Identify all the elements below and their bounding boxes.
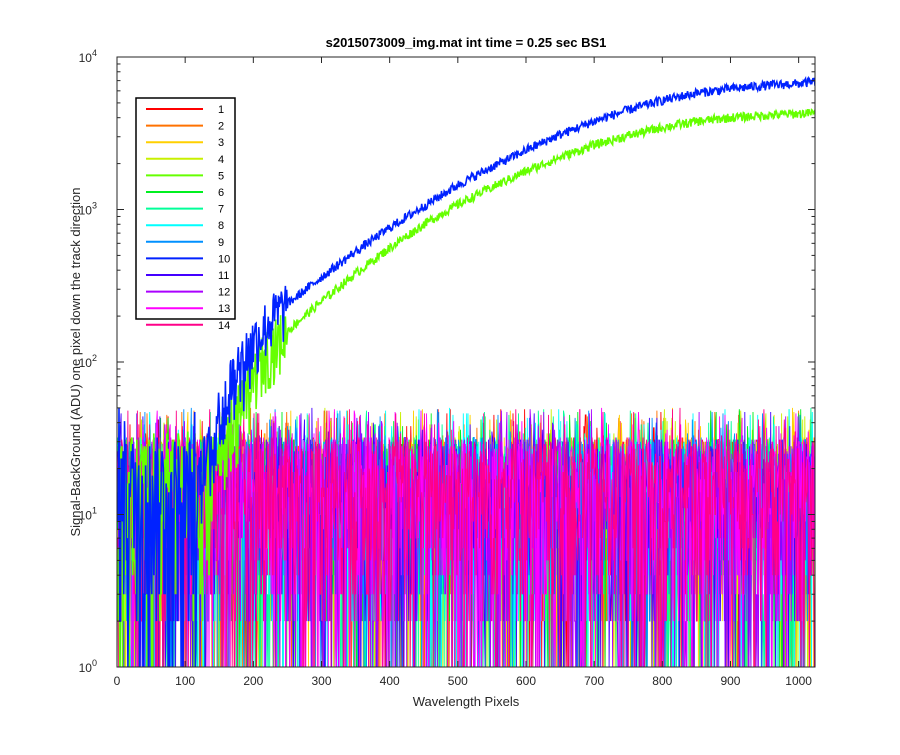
x-tick-label: 300 bbox=[311, 674, 331, 688]
x-tick-label: 700 bbox=[584, 674, 604, 688]
legend-label-2: 2 bbox=[218, 121, 224, 133]
legend-label-3: 3 bbox=[218, 137, 224, 149]
legend-label-9: 9 bbox=[218, 237, 224, 249]
legend-label-1: 1 bbox=[218, 104, 224, 116]
x-tick-label: 200 bbox=[243, 674, 263, 688]
x-tick-label: 0 bbox=[114, 674, 121, 688]
x-tick-label: 600 bbox=[516, 674, 536, 688]
legend-label-5: 5 bbox=[218, 170, 224, 182]
legend-label-14: 14 bbox=[218, 320, 230, 332]
legend-label-11: 11 bbox=[218, 270, 229, 282]
signal-series-layer bbox=[117, 75, 815, 667]
chart-title: s2015073009_img.mat int time = 0.25 sec … bbox=[326, 35, 607, 50]
series-line-5 bbox=[117, 108, 815, 667]
legend-label-8: 8 bbox=[218, 220, 224, 232]
legend-label-7: 7 bbox=[218, 204, 224, 216]
legend-label-10: 10 bbox=[218, 253, 230, 265]
x-tick-label: 1000 bbox=[785, 674, 812, 688]
x-tick-label: 900 bbox=[720, 674, 740, 688]
x-tick-label: 400 bbox=[380, 674, 400, 688]
legend-label-13: 13 bbox=[218, 303, 230, 315]
y-axis-label: Signal-BackGround (ADU) one pixel down t… bbox=[68, 187, 83, 536]
series-line-10 bbox=[117, 75, 815, 667]
legend-label-4: 4 bbox=[218, 154, 224, 166]
x-tick-label: 800 bbox=[652, 674, 672, 688]
tick-layer: 0 100 200 300 400 500 600 700 800 900 100010010110… bbox=[79, 48, 815, 688]
legend-label-12: 12 bbox=[218, 287, 230, 299]
noise-series-layer bbox=[117, 407, 815, 667]
legend-label-6: 6 bbox=[218, 187, 224, 199]
x-tick-label: 500 bbox=[448, 674, 468, 688]
x-tick-label: 100 bbox=[175, 674, 195, 688]
x-axis-label: Wavelength Pixels bbox=[413, 694, 520, 709]
series-line-14 bbox=[117, 407, 815, 667]
